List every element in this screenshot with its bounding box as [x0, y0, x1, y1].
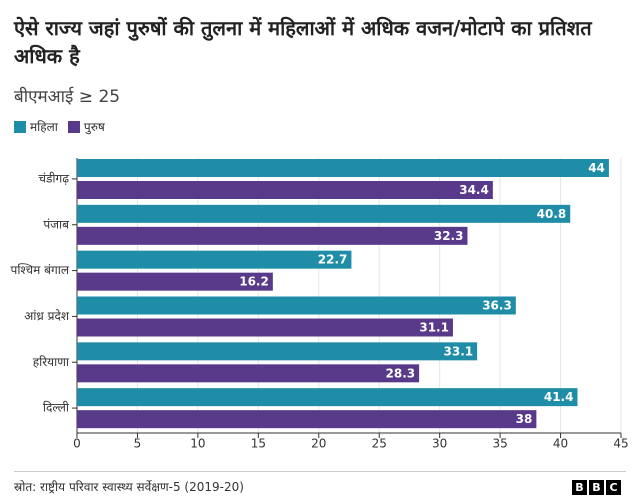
- y-tick-label: पश्चिम बंगाल: [11, 263, 70, 277]
- data-label: 32.3: [434, 229, 464, 243]
- bar: [77, 318, 453, 337]
- y-tick-label: आंध्र प्रदेश: [24, 309, 70, 323]
- data-label: 22.7: [318, 253, 348, 267]
- source: स्रोत: राष्ट्रीय परिवार स्वास्थ्य सर्वेक…: [14, 480, 244, 494]
- logo-letter: B: [572, 480, 587, 495]
- logo-letter: C: [606, 480, 621, 495]
- logo-letter: B: [589, 480, 604, 495]
- data-label: 34.4: [459, 183, 489, 197]
- x-tick-label: 5: [134, 437, 142, 451]
- y-tick-label: दिल्ली: [43, 401, 70, 415]
- y-tick-label: चंडीगढ़: [38, 171, 69, 185]
- x-tick-label: 0: [73, 437, 81, 451]
- bar: [77, 410, 537, 429]
- x-tick-label: 25: [372, 437, 387, 451]
- bar: [77, 181, 493, 199]
- x-tick-label: 45: [613, 437, 628, 451]
- bar: [77, 364, 420, 383]
- bar: [77, 272, 273, 291]
- data-label: 16.2: [239, 275, 269, 289]
- legend-label: महिला: [30, 120, 58, 134]
- bar: [77, 342, 478, 361]
- data-label: 40.8: [537, 207, 567, 221]
- legend-item: पुरुष: [67, 118, 105, 135]
- legend-swatch: [67, 120, 80, 133]
- bar: [77, 250, 352, 269]
- legend-item: महिला: [14, 118, 58, 135]
- bar: [77, 226, 468, 245]
- divider: [14, 471, 626, 472]
- bar: [77, 159, 609, 177]
- legend-label: पुरुष: [83, 120, 105, 134]
- data-label: 36.3: [482, 299, 512, 313]
- x-tick-label: 30: [432, 437, 447, 451]
- chart-subtitle: बीएमआई ≥ 25: [14, 87, 121, 107]
- legend-swatch: [14, 120, 26, 133]
- x-tick-label: 20: [311, 437, 326, 451]
- data-label: 28.3: [386, 366, 416, 380]
- x-tick-label: 35: [492, 437, 507, 451]
- bar: [77, 388, 578, 407]
- x-tick-label: 10: [190, 437, 205, 451]
- data-label: 33.1: [444, 344, 474, 358]
- data-label: 31.1: [419, 321, 449, 335]
- bar: [77, 296, 516, 315]
- x-tick-label: 40: [553, 437, 568, 451]
- data-label: 41.4: [544, 390, 574, 404]
- data-label: 38: [516, 412, 533, 426]
- y-tick-label: हरियाणा: [33, 355, 70, 369]
- x-tick-label: 15: [251, 437, 266, 451]
- data-label: 44: [588, 161, 605, 175]
- chart-title: ऐसे राज्य जहां पुरुषों की तुलना में महिल…: [14, 16, 592, 68]
- bar: [77, 204, 571, 223]
- y-tick-label: पंजाब: [43, 217, 70, 231]
- chart: 0 5 10 15 20 25 30 35 40 45 चंडीगढ़ 44 34.4 पंजाब 40.8…: [11, 158, 629, 451]
- legend: महिला पुरुष: [14, 118, 105, 135]
